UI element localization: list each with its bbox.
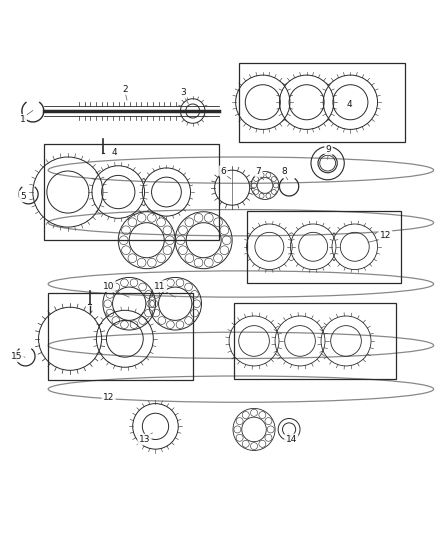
Text: 6: 6 [220, 166, 226, 175]
Text: 14: 14 [286, 435, 297, 444]
Bar [48, 293, 193, 381]
Text: 12: 12 [380, 231, 391, 240]
Bar [234, 303, 396, 379]
Text: 9: 9 [325, 144, 332, 154]
Text: 12: 12 [103, 393, 114, 402]
Text: 15: 15 [11, 352, 22, 361]
Text: 1: 1 [20, 115, 26, 124]
Text: 5: 5 [20, 192, 26, 201]
Text: 10: 10 [103, 282, 114, 290]
Text: 4: 4 [111, 148, 117, 157]
Bar [44, 144, 219, 240]
Text: 8: 8 [281, 166, 287, 175]
Text: 13: 13 [139, 435, 150, 444]
Text: 2: 2 [122, 85, 127, 94]
Text: 3: 3 [180, 88, 186, 97]
Bar [247, 211, 401, 283]
Text: 4: 4 [347, 100, 352, 109]
Text: 11: 11 [154, 282, 166, 290]
Bar [239, 63, 405, 142]
Text: 7: 7 [255, 166, 261, 175]
